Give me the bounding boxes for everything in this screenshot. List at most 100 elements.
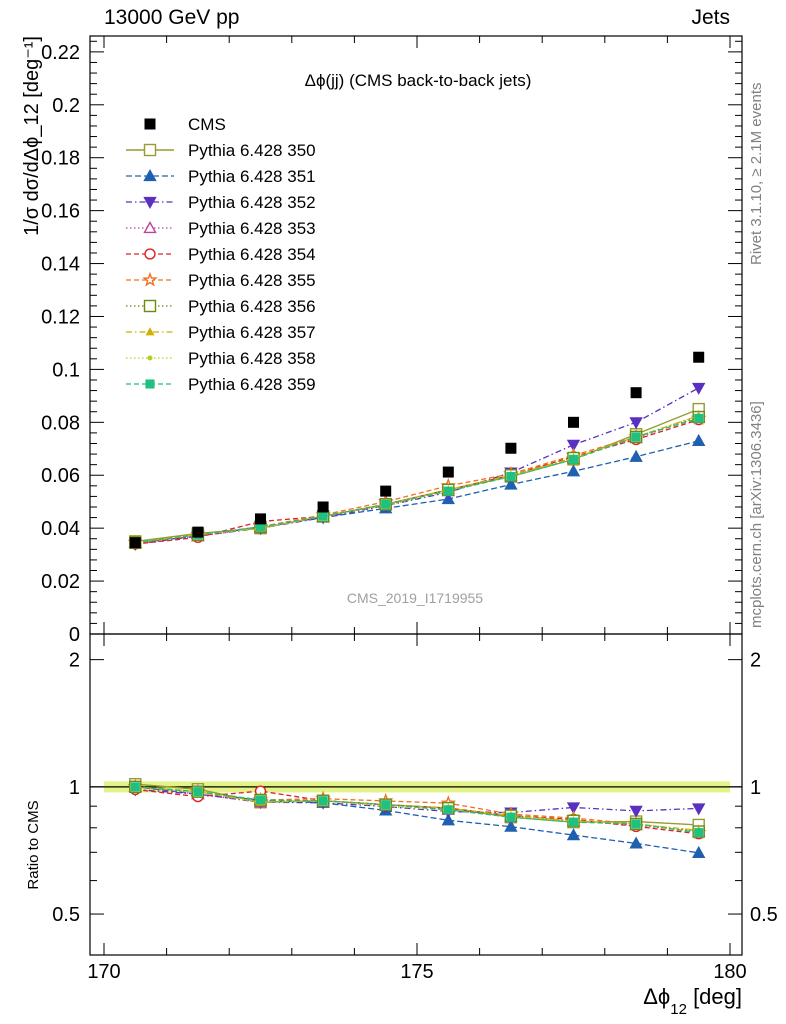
main-panel: [89, 35, 743, 955]
data-point: [442, 466, 454, 478]
ratio-line: [135, 786, 699, 834]
ratio-point: [318, 796, 328, 806]
legend-marker: [145, 379, 155, 389]
legend-marker: [145, 327, 155, 336]
legend-marker: [147, 355, 153, 361]
data-point: [505, 442, 517, 454]
series-line: [135, 415, 699, 544]
legend-label: Pythia 6.428 358: [188, 349, 316, 368]
series-8: [130, 410, 704, 547]
series-point: [692, 433, 706, 446]
legend-entry: CMS: [144, 115, 226, 134]
series-point: [631, 432, 641, 442]
series-point: [629, 417, 643, 430]
ratio-axis-label: Ratio to CMS: [25, 800, 42, 889]
y-tick-label: 0.04: [41, 518, 80, 540]
series-point: [694, 413, 704, 423]
legend-marker: [143, 221, 157, 234]
ratio-frame: [89, 633, 743, 956]
legend-entry: Pythia 6.428 357: [126, 323, 316, 342]
ratio-point: [568, 817, 579, 827]
legend-marker: [143, 299, 157, 313]
ratio-tick-label: 2: [69, 650, 80, 672]
y-tick-label: 0.02: [41, 571, 80, 593]
legend-entry: Pythia 6.428 359: [126, 375, 316, 394]
series-line: [135, 419, 699, 545]
legend-marker: [143, 196, 157, 209]
series-line: [135, 440, 699, 544]
y-tick-label: 0.1: [52, 359, 80, 381]
legend-label: Pythia 6.428 356: [188, 297, 316, 316]
ratio-point: [694, 828, 704, 838]
data-point: [192, 526, 204, 538]
series-line: [135, 416, 699, 544]
series-point: [568, 454, 579, 464]
series-5: [129, 414, 705, 550]
y-tick-label: 0.14: [41, 254, 80, 276]
data-point: [380, 485, 392, 497]
ratio-panel: [89, 633, 743, 956]
legend: CMS Pythia 6.428 350 Pythia 6.428 351 Pythi…: [126, 115, 316, 394]
legend-entry: Pythia 6.428 350: [126, 141, 316, 160]
data-point: [568, 416, 579, 428]
legend-entry: Pythia 6.428 353: [126, 219, 316, 238]
data-point: [693, 351, 705, 363]
series-point: [381, 499, 391, 509]
legend-marker: [142, 271, 158, 287]
y-tick-label: 0.12: [41, 306, 80, 328]
process-label: 13000 GeV pp: [104, 6, 240, 29]
series-point: [318, 511, 328, 521]
ratio-point: [629, 836, 643, 849]
series-point: [566, 464, 581, 477]
legend-marker: [143, 143, 157, 157]
series-1: [129, 402, 705, 548]
ratio-tick-label: 0.5: [52, 904, 80, 926]
legend-entry: Pythia 6.428 355: [126, 271, 316, 290]
ratio-point: [566, 828, 581, 841]
ratio-point: [631, 819, 641, 829]
x-axis-label: Δϕ12 [deg]: [643, 984, 742, 1018]
y-tick-label: 0.2: [52, 95, 80, 117]
legend-entry: Pythia 6.428 351: [126, 167, 316, 186]
series-10: [130, 413, 704, 548]
series-line: [135, 415, 699, 544]
legend-label: Pythia 6.428 357: [188, 323, 316, 342]
legend-entry: Pythia 6.428 358: [126, 349, 316, 368]
ratio-tick-label: 1: [69, 777, 80, 799]
y-tick-label: 0.18: [41, 148, 80, 170]
generator-info: Rivet 3.1.10, ≥ 2.1M events: [748, 83, 765, 266]
series-point: [629, 449, 643, 462]
series-4: [128, 410, 706, 548]
legend-label: Pythia 6.428 355: [188, 271, 316, 290]
legend-marker: [143, 169, 157, 182]
legend-label: CMS: [188, 115, 226, 134]
ratio-series-10: [130, 782, 704, 838]
axis-labels: 170 175 180 0 0.02 0.04 0.06 0.08 0.1 0.12 0.14 0.1…: [21, 36, 778, 1018]
ratio-point: [566, 802, 581, 815]
series-point: [506, 472, 516, 482]
y-tick-label: 0: [69, 624, 80, 646]
ratio-line: [135, 786, 699, 834]
legend-entry: Pythia 6.428 352: [126, 193, 316, 212]
y-tick-label: 0.08: [41, 412, 80, 434]
data-point: [630, 387, 642, 399]
ratio-line: [135, 788, 699, 835]
series-2: [128, 433, 706, 548]
series-line: [135, 417, 699, 544]
ratio-line: [135, 786, 699, 832]
ratio-point: [255, 795, 266, 805]
ratio-line: [135, 788, 699, 814]
legend-label: Pythia 6.428 352: [188, 193, 316, 212]
x-tick-label: 180: [713, 961, 746, 983]
ratio-point: [629, 805, 643, 818]
legend-marker: [144, 118, 156, 130]
series-line: [135, 417, 699, 544]
category-label: Jets: [691, 6, 730, 29]
legend-label: Pythia 6.428 350: [188, 141, 316, 160]
series-3: [128, 382, 706, 551]
y-axis-label: 1/σ dσ/dΔϕ_12 [deg⁻¹]: [21, 36, 43, 236]
data-point: [317, 501, 329, 513]
ratio-point: [692, 803, 706, 816]
y-tick-label: 0.22: [41, 42, 80, 64]
